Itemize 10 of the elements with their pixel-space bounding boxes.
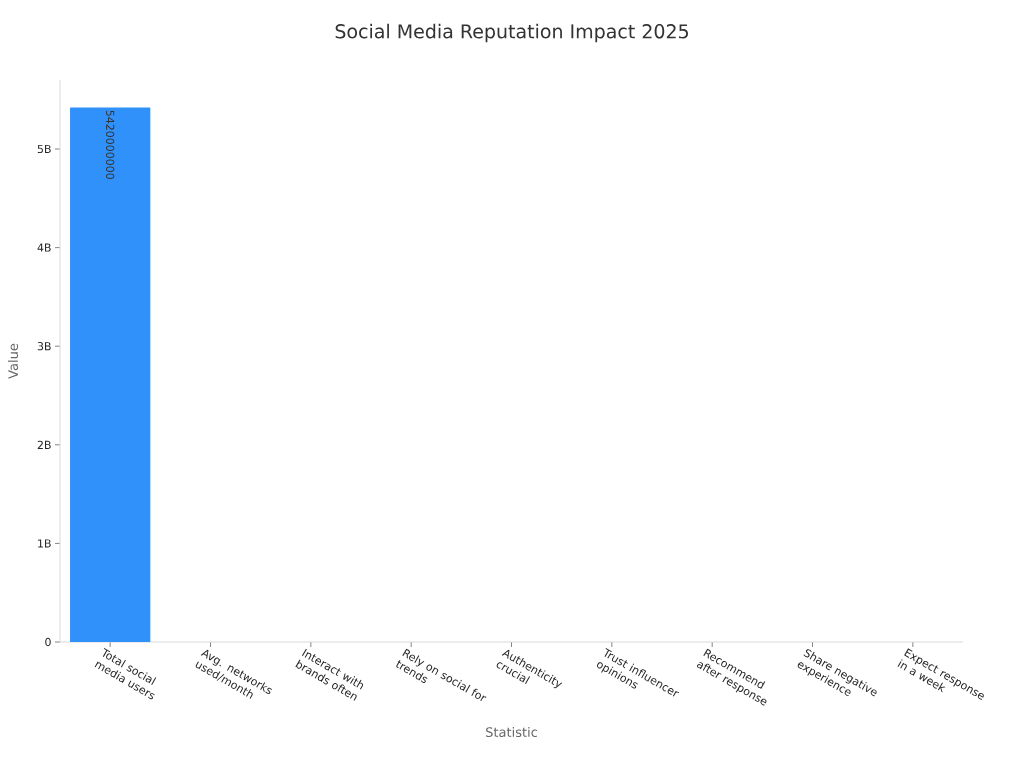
data-label: 5420000000 bbox=[106, 110, 115, 180]
y-tick-label: 0 bbox=[45, 637, 51, 647]
x-axis-title: Statistic bbox=[486, 726, 538, 738]
chart-title: Social Media Reputation Impact 2025 bbox=[335, 23, 688, 43]
y-axis-title: Value bbox=[8, 343, 19, 379]
y-tick-label: 3B bbox=[37, 342, 51, 351]
y-tick-label: 2B bbox=[37, 440, 51, 449]
y-tick-label: 5B bbox=[37, 144, 51, 154]
y-tick-label: 1B bbox=[38, 539, 51, 548]
y-tick-label: 4B bbox=[37, 243, 51, 252]
